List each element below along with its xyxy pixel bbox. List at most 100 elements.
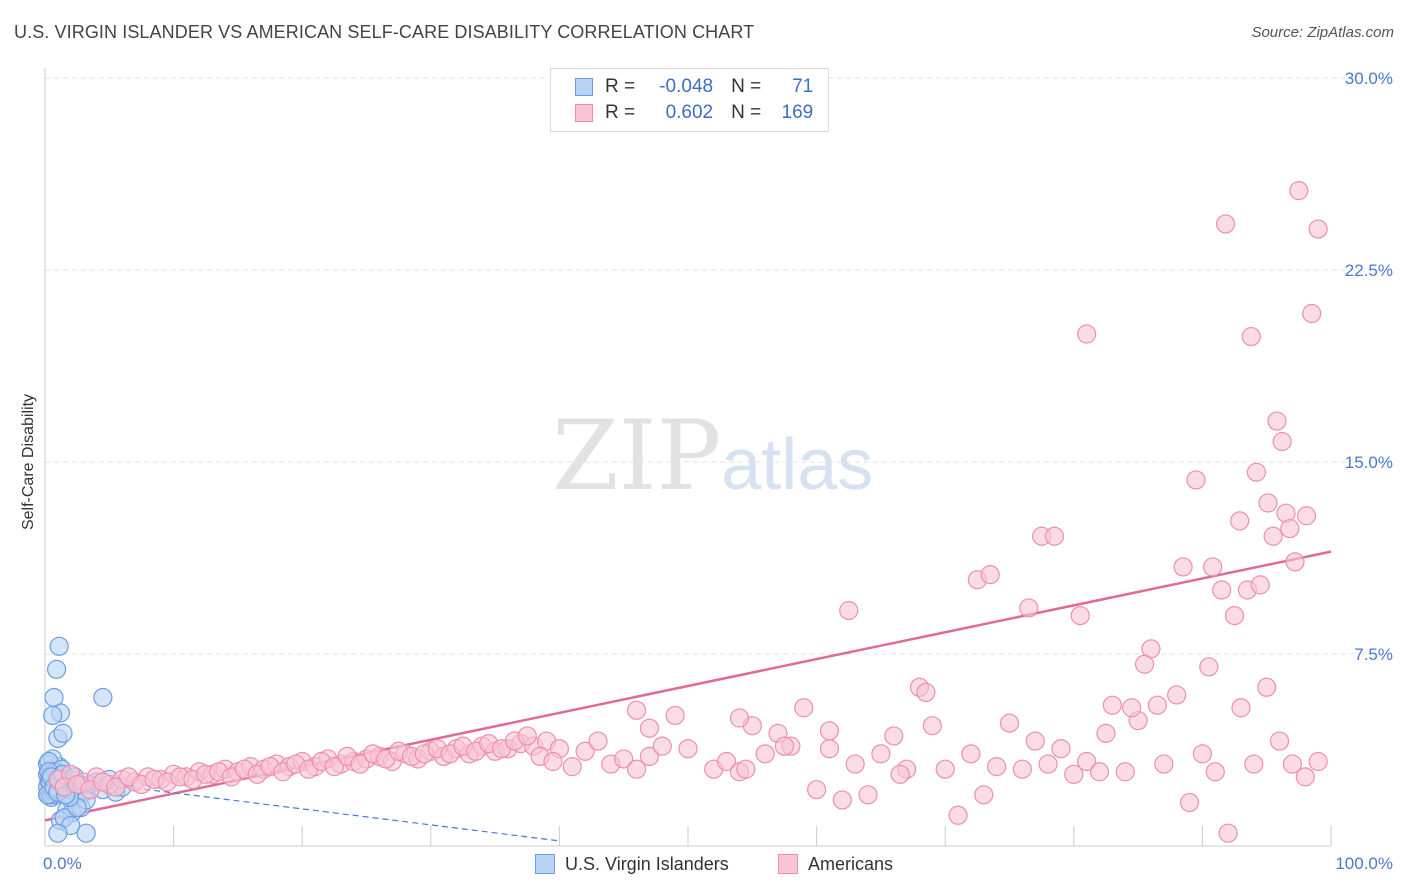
data-point [845,754,865,774]
legend-row-virgin-islanders: R = -0.048 N = 71 [575,75,813,99]
y-axis-label: Self-Care Disability [20,394,37,530]
data-point [871,744,891,764]
data-point [1302,303,1322,324]
data-point [1230,511,1250,531]
legend-r-value: 0.602 [665,102,714,123]
data-point [1250,575,1270,595]
data-point [1212,580,1232,600]
data-point [1267,411,1287,431]
data-point [1102,695,1122,715]
data-point [1231,698,1251,718]
data-point [1272,431,1292,452]
data-point [1012,759,1032,779]
bottom-legend-label: U.S. Virgin Islanders [565,853,729,874]
data-point [794,698,814,718]
data-point [1179,792,1200,813]
data-point [1089,762,1110,782]
data-point [46,659,67,679]
data-point [614,749,634,769]
watermark-atlas: atlas [721,425,874,505]
chart-title: U.S. VIRGIN ISLANDER VS AMERICAN SELF-CA… [14,22,755,42]
data-point [716,751,737,772]
data-point [948,805,968,825]
data-point [626,759,647,779]
data-point [755,744,775,764]
data-point [1154,754,1174,774]
data-point [1246,462,1267,482]
data-point [1280,518,1300,539]
data-point [1051,739,1071,759]
legend-r-value: -0.048 [659,76,714,97]
data-point [729,708,750,728]
data-point [858,785,878,805]
data-point [1134,654,1155,674]
data-point [1038,754,1058,774]
data-point [588,731,608,751]
data-point [1257,677,1277,697]
watermark: ZIPatlas [552,400,873,512]
data-point [1263,526,1283,546]
data-point [819,721,840,741]
data-point [517,726,537,746]
data-point [1269,731,1290,751]
legend-swatch-blue [575,78,593,96]
source-attribution: Source: ZipAtlas.com [1251,24,1394,41]
data-point [832,790,852,810]
data-point [43,705,63,726]
data-point [49,636,69,656]
data-point [1218,823,1238,843]
legend-n-label: N = [731,76,762,97]
data-point [736,759,756,779]
bottom-legend-swatch-blue [535,854,555,874]
data-point [324,757,344,777]
data-point [1285,552,1305,572]
bottom-legend-swatch-pink [778,854,798,874]
legend-row-americans: R = 0.602 N = 169 [575,101,813,125]
data-point [884,726,904,746]
series-virgin-islanders [37,636,132,843]
y-tick-label: 15.0% [1345,453,1393,472]
correlation-legend: R = -0.048 N = 71 R = 0.602 N = 169 [550,68,829,132]
data-point [1122,698,1142,718]
watermark-zip: ZIP [552,400,722,512]
data-point [1186,470,1206,490]
data-point [1070,605,1090,626]
data-point [1167,685,1187,705]
data-point [1244,754,1264,774]
data-point [1224,605,1245,626]
trend-line [44,776,560,842]
data-point [1199,657,1219,677]
data-point [350,754,370,774]
x-tick-label: 0.0% [43,854,82,873]
data-point [774,736,795,756]
data-point [980,565,1000,585]
data-point [562,757,582,777]
data-point [1064,764,1084,784]
data-point [106,777,126,797]
data-point [890,764,910,784]
data-point [1077,324,1097,344]
data-point [1215,214,1236,234]
data-point [1147,695,1167,715]
trend-lines [44,550,1332,842]
legend-n-value: 71 [792,76,814,97]
data-point [1289,181,1309,201]
data-point [1115,762,1135,782]
data-point [1077,751,1097,772]
y-tick-label: 22.5% [1345,261,1393,280]
data-point [543,751,563,772]
data-point [1025,731,1045,751]
data-point [935,759,955,779]
data-point [1173,557,1193,577]
data-point [626,700,647,720]
data-point [1282,754,1303,774]
data-point [987,757,1007,777]
data-point [44,687,64,708]
data-point [1019,598,1039,618]
data-point [1192,744,1213,764]
data-point [575,741,595,761]
data-point [1295,767,1315,787]
data-point [1308,751,1328,772]
data-point [1296,506,1317,526]
